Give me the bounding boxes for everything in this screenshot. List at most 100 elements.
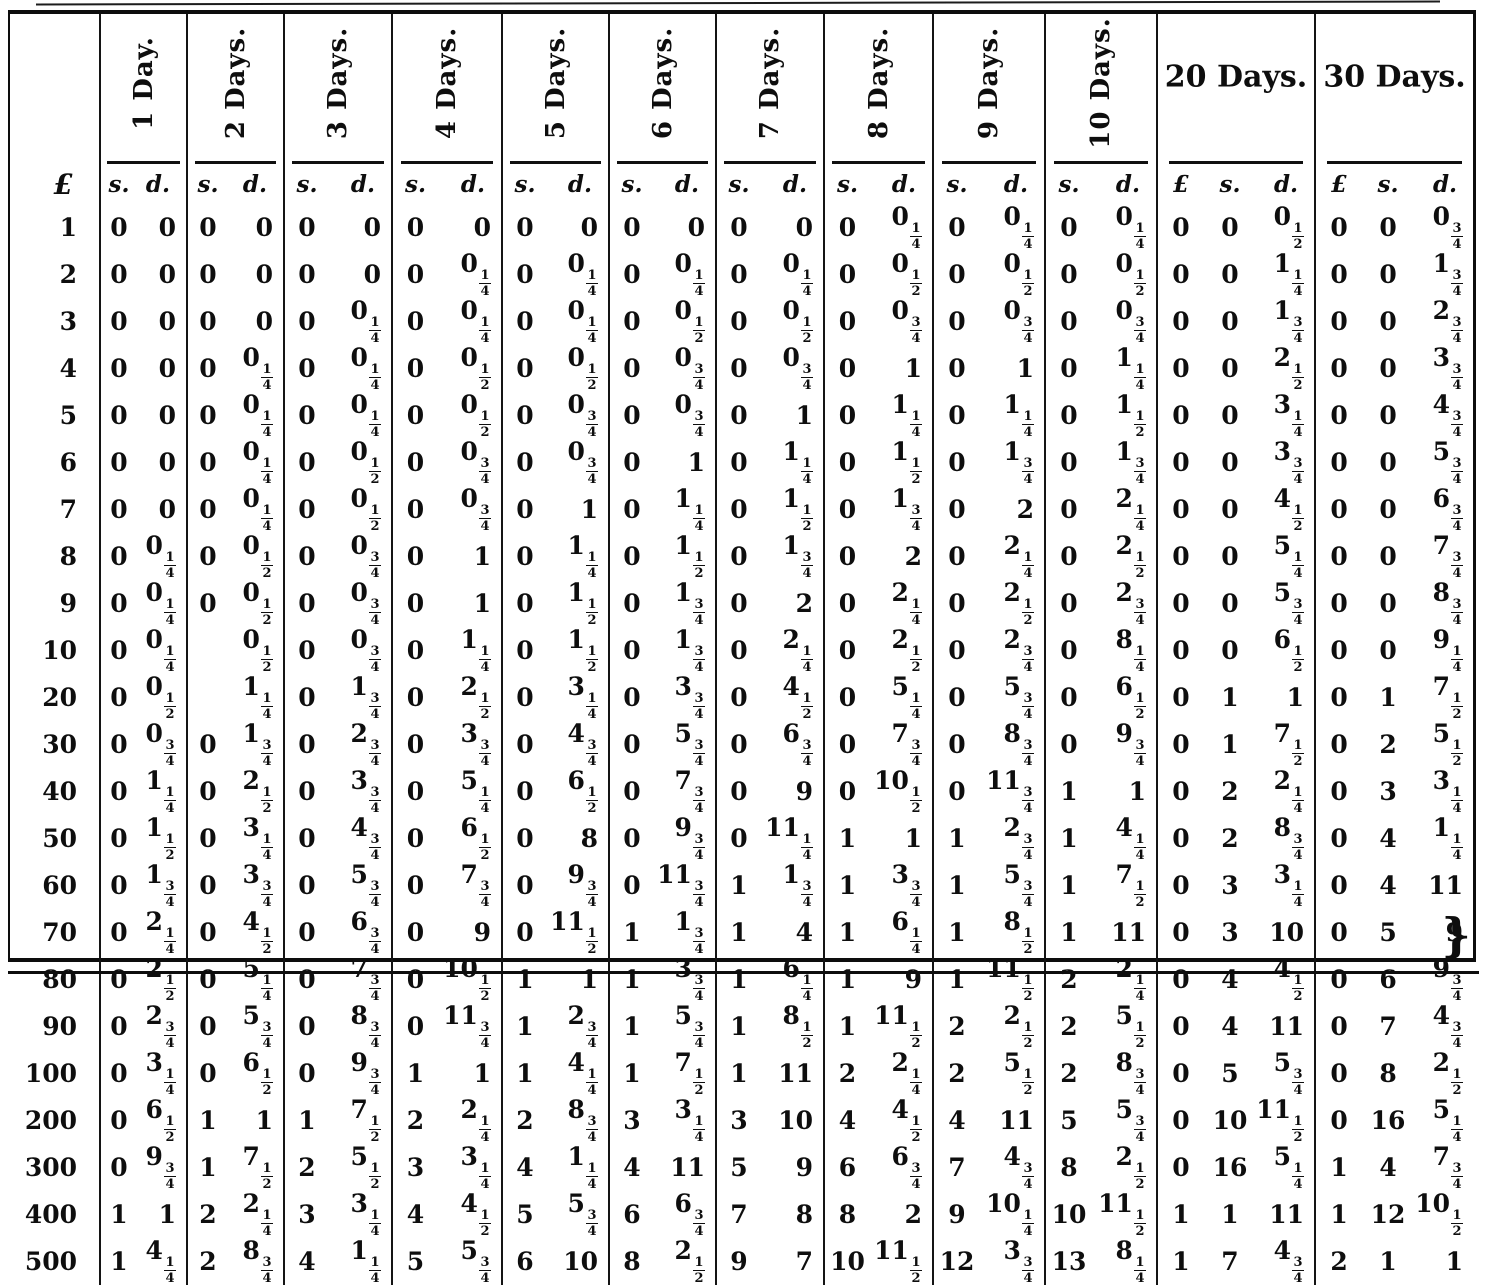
- cell-shillings: 0: [1044, 627, 1092, 674]
- cell-shillings: 0: [823, 345, 870, 392]
- cell-pence: 10 1 4: [986, 1189, 1034, 1239]
- cell-pence: 11 1 2: [550, 907, 598, 957]
- cell-pence: 0: [158, 260, 176, 289]
- cell-shillings: 4: [1379, 1153, 1397, 1182]
- pounds-label: 5: [59, 401, 77, 430]
- cell-pounds: 0: [1314, 627, 1363, 674]
- cell-shillings: 0: [715, 768, 761, 815]
- cell-shillings: 0: [1221, 401, 1239, 430]
- cell-shillings: 5: [501, 1191, 547, 1238]
- cell-shillings: 5: [1379, 918, 1397, 947]
- cell-shillings: 0: [99, 298, 137, 345]
- cell-shillings: 1: [1221, 683, 1239, 712]
- cell-shillings: 0: [283, 674, 329, 721]
- column-header-8-days: 8 Days.: [823, 14, 933, 164]
- cell-shillings: 0: [283, 533, 329, 580]
- cell-shillings: 0: [99, 251, 137, 298]
- column-header-5-days: 5 Days.: [501, 14, 609, 164]
- cell-shillings: 0: [99, 1144, 137, 1191]
- cell-shillings: 0: [715, 392, 761, 439]
- cell-shillings: 0: [715, 251, 761, 298]
- pounds-label: 40: [42, 777, 77, 806]
- cell-shillings: 0: [932, 251, 980, 298]
- cell-shillings: 1: [932, 815, 980, 862]
- cell-shillings: 0: [608, 721, 654, 768]
- table-row: 50 0 1 1 2 0 3 1 4 0 4 3 4 0 6 1 2 0 8 0 9 3 4 0 11 1 4 1 1 1 2 3 4 1 4 1 4 0…: [10, 815, 1473, 862]
- cell-pence: 1: [255, 1106, 273, 1135]
- cell-pence: 11: [1428, 871, 1464, 900]
- cell-shillings: 0: [501, 533, 547, 580]
- pounds-label: 500: [24, 1247, 77, 1276]
- cell-shillings: 0: [501, 345, 547, 392]
- cell-shillings: 1: [1044, 768, 1092, 815]
- sub-header-row: £ s. d. s. d. s. d. s. d. s. d. s. d. s. d. s. d. s. d. s. d…: [10, 164, 1473, 204]
- cell-pence: 8: [580, 824, 598, 853]
- pounds-label: 9: [59, 589, 77, 618]
- rotated-label: 3 Days.: [323, 26, 353, 140]
- shillings-subheader: s.: [1219, 170, 1241, 198]
- cell-shillings: 3: [1379, 777, 1397, 806]
- table-row: 400 1 1 2 2 1 4 3 3 1 4 4 4 1 2 5 5 3 4 6 6 3 4 7 8 8 2 9 10 1 4 10 11 1 2…: [10, 1191, 1473, 1238]
- cell-shillings: 2: [186, 1191, 228, 1238]
- header-underline: [292, 161, 384, 164]
- cell-pence: 0: [687, 213, 705, 242]
- cell-pence: 1: [580, 495, 598, 524]
- cell-shillings: 1: [608, 956, 654, 1003]
- header-underline: [1327, 161, 1463, 164]
- cell-pence: 2: [1016, 495, 1034, 524]
- cell-shillings: 7: [932, 1144, 980, 1191]
- cell-shillings: 0: [932, 721, 980, 768]
- header-underline: [941, 161, 1037, 164]
- cell-pounds: 0: [1314, 533, 1363, 580]
- cell-shillings: 0: [823, 439, 870, 486]
- cell-pounds: 0: [1314, 345, 1363, 392]
- cell-shillings: 0: [1044, 251, 1092, 298]
- cell-shillings: 0: [1379, 260, 1397, 289]
